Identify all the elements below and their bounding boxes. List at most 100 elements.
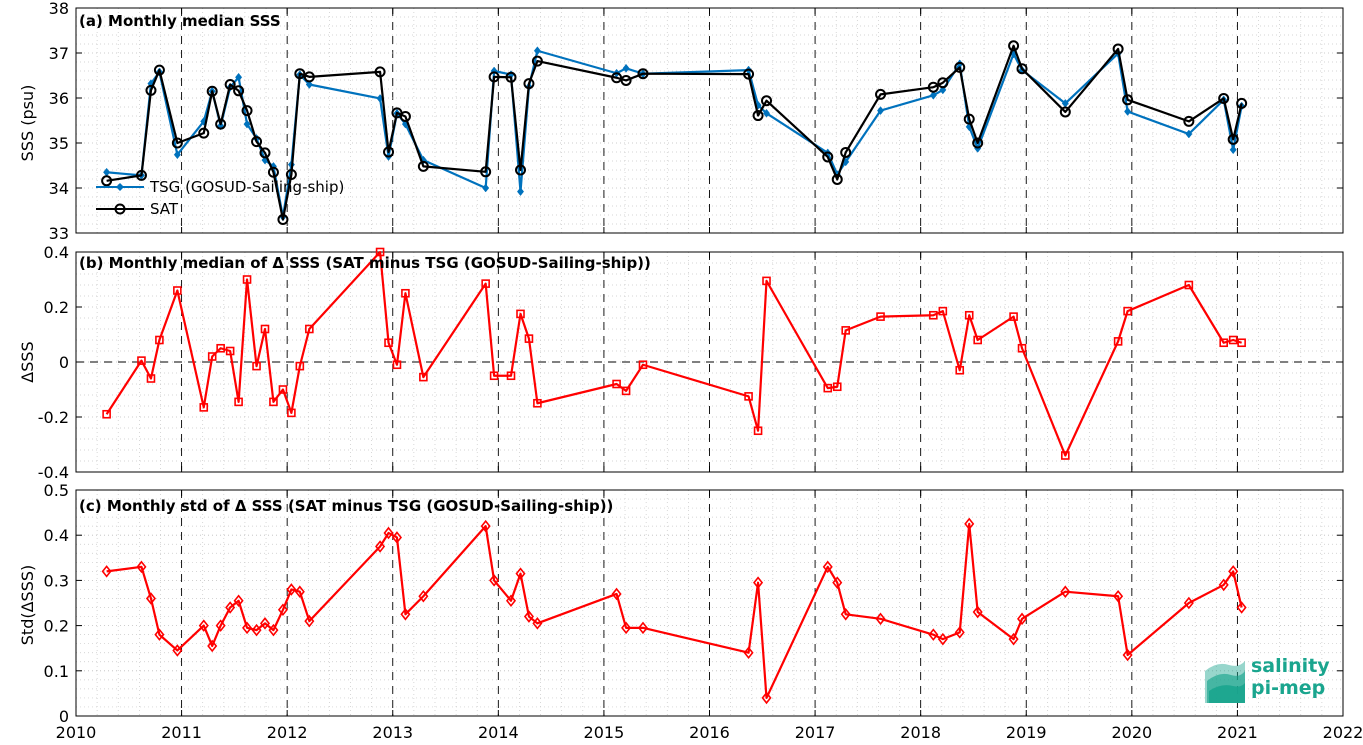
x-tick-label: 2016 xyxy=(689,723,730,742)
series-2-0 xyxy=(101,517,1247,705)
x-tick-label: 2022 xyxy=(1323,723,1363,742)
data-point xyxy=(762,108,771,118)
data-point xyxy=(101,565,112,578)
data-point xyxy=(972,605,983,619)
data-point xyxy=(1017,343,1027,353)
data-point xyxy=(285,169,297,180)
data-point xyxy=(102,409,111,419)
series-line xyxy=(106,44,1243,221)
data-point xyxy=(374,66,386,78)
data-point xyxy=(295,361,305,371)
data-point xyxy=(523,78,535,90)
data-point xyxy=(489,574,500,587)
data-point xyxy=(225,601,236,614)
data-point xyxy=(145,84,157,96)
data-point xyxy=(1112,43,1124,55)
x-tick-label: 2018 xyxy=(900,723,941,742)
data-point xyxy=(155,335,164,345)
data-point xyxy=(207,639,218,653)
data-point xyxy=(294,585,305,598)
data-point xyxy=(215,619,226,632)
data-point xyxy=(938,306,948,316)
data-point xyxy=(937,77,949,89)
data-point xyxy=(840,146,852,158)
x-tick-label: 2017 xyxy=(795,723,836,742)
data-point xyxy=(637,621,649,635)
y-tick-label: -0.4 xyxy=(38,463,69,482)
data-point xyxy=(877,106,885,116)
series-line xyxy=(105,250,1242,457)
data-point xyxy=(259,147,271,159)
data-point xyxy=(1009,312,1018,321)
data-point xyxy=(1237,338,1246,348)
data-point xyxy=(488,71,500,83)
y-tick-label: 0.3 xyxy=(44,571,69,590)
data-point xyxy=(1236,601,1247,614)
data-point xyxy=(305,80,313,89)
data-point xyxy=(532,617,543,630)
panel-b-ylabel: ΔSSS xyxy=(18,341,37,382)
legend-sat-label: SAT xyxy=(150,200,179,218)
data-point xyxy=(480,166,492,178)
data-point xyxy=(251,623,262,637)
panel-a-legend: TSG (GOSUD-Sailing-ship) SAT xyxy=(96,178,344,218)
x-tick-label: 2021 xyxy=(1217,723,1258,742)
data-point xyxy=(964,310,974,320)
data-point xyxy=(823,383,833,393)
data-point xyxy=(294,68,306,80)
y-tick-label: 33 xyxy=(49,224,69,243)
data-point xyxy=(1061,451,1070,460)
data-point xyxy=(242,275,252,284)
data-point xyxy=(611,587,622,601)
panel-a-title: (a) Monthly median SSS xyxy=(79,12,281,30)
data-point xyxy=(840,608,851,621)
data-point xyxy=(841,326,851,335)
data-point xyxy=(233,85,245,97)
data-point xyxy=(875,88,887,100)
y-tick-label: 0.5 xyxy=(44,481,69,500)
data-point xyxy=(287,408,296,418)
data-point xyxy=(137,356,146,365)
data-point xyxy=(489,371,499,381)
data-point xyxy=(1183,115,1195,127)
panel-b: (b) Monthly median of Δ SSS (SAT minus T… xyxy=(18,254,651,383)
x-tick-label: 2011 xyxy=(161,723,202,742)
data-point xyxy=(224,79,236,90)
data-point xyxy=(1228,565,1239,578)
data-point xyxy=(876,312,885,321)
data-point xyxy=(955,365,965,375)
data-point xyxy=(216,343,225,353)
data-point xyxy=(973,335,982,345)
data-point xyxy=(752,110,764,122)
data-point xyxy=(215,118,227,130)
data-point xyxy=(241,105,253,117)
data-point xyxy=(937,632,948,646)
x-tick-label: 2014 xyxy=(478,723,519,742)
data-point xyxy=(1123,306,1132,316)
data-point xyxy=(637,68,649,80)
data-point xyxy=(383,526,394,540)
y-tick-label: 0.4 xyxy=(44,526,69,545)
data-point xyxy=(1236,97,1248,109)
data-point xyxy=(383,146,395,158)
data-point xyxy=(1218,578,1229,592)
y-tick-label: 38 xyxy=(49,0,69,18)
series-1-0 xyxy=(102,247,1246,460)
data-point xyxy=(1060,585,1071,598)
data-point xyxy=(252,361,261,371)
x-tick-label: 2019 xyxy=(1006,723,1047,742)
data-point xyxy=(199,403,209,412)
data-point xyxy=(243,119,251,129)
data-point xyxy=(206,85,218,97)
data-point xyxy=(1184,280,1194,290)
y-tick-label: 0 xyxy=(59,707,69,726)
data-point xyxy=(392,360,402,370)
data-point xyxy=(1059,106,1071,118)
data-point xyxy=(762,276,771,286)
data-point xyxy=(173,150,181,160)
y-tick-label: 0 xyxy=(59,353,69,372)
data-point xyxy=(171,137,183,149)
data-point xyxy=(145,592,156,605)
y-tick-label: 0.2 xyxy=(44,298,69,317)
